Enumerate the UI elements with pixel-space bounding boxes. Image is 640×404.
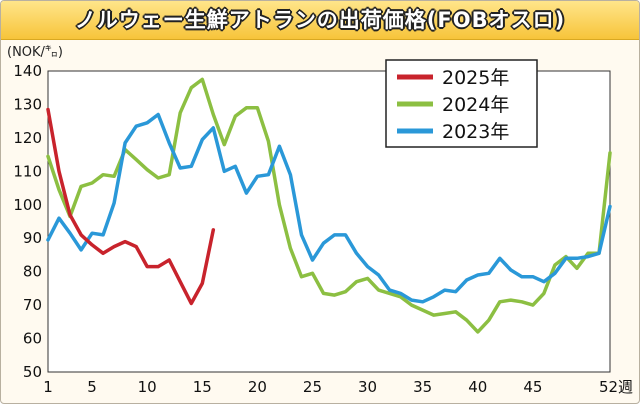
x-tick-label: 52週 xyxy=(599,378,633,396)
x-tick-label: 30 xyxy=(358,378,377,396)
chart-title: ノルウェー生鮮アトランの出荷価格(FOBオスロ) xyxy=(74,8,566,32)
x-tick-label: 5 xyxy=(87,378,97,396)
y-tick-label: 130 xyxy=(13,95,42,113)
y-tick-label: 140 xyxy=(13,62,42,80)
y-tick-label: 90 xyxy=(23,229,42,247)
y-tick-label: 110 xyxy=(13,162,42,180)
x-tick-label: 1 xyxy=(43,378,53,396)
x-tick-label: 45 xyxy=(523,378,542,396)
series-layer xyxy=(46,77,612,334)
y-tick-label: 70 xyxy=(23,296,42,314)
y-tick-label: 120 xyxy=(13,129,42,147)
series-line-1 xyxy=(46,77,612,334)
title-bar xyxy=(1,1,639,40)
x-tick-label: 40 xyxy=(468,378,487,396)
y-tick-label: 50 xyxy=(23,363,42,381)
series-line-2 xyxy=(46,112,612,304)
plot-border xyxy=(47,70,611,373)
y-tick-label: 60 xyxy=(23,330,42,348)
legend-label: 2024年 xyxy=(442,94,509,116)
x-tick-label: 15 xyxy=(193,378,212,396)
legend-label: 2023年 xyxy=(442,121,509,143)
x-tick-label: 25 xyxy=(303,378,322,396)
y-axis-unit-label: (NOK/㌔) xyxy=(7,45,64,60)
y-tick-label: 100 xyxy=(13,196,42,214)
x-tick-label: 10 xyxy=(138,378,157,396)
x-tick-label: 20 xyxy=(248,378,267,396)
legend: 2025年 2024年 2023年 xyxy=(385,59,538,148)
legend-label: 2025年 xyxy=(442,67,509,89)
x-tick-label: 35 xyxy=(413,378,432,396)
series-line-0 xyxy=(46,107,216,306)
y-tick-label: 80 xyxy=(23,263,42,281)
